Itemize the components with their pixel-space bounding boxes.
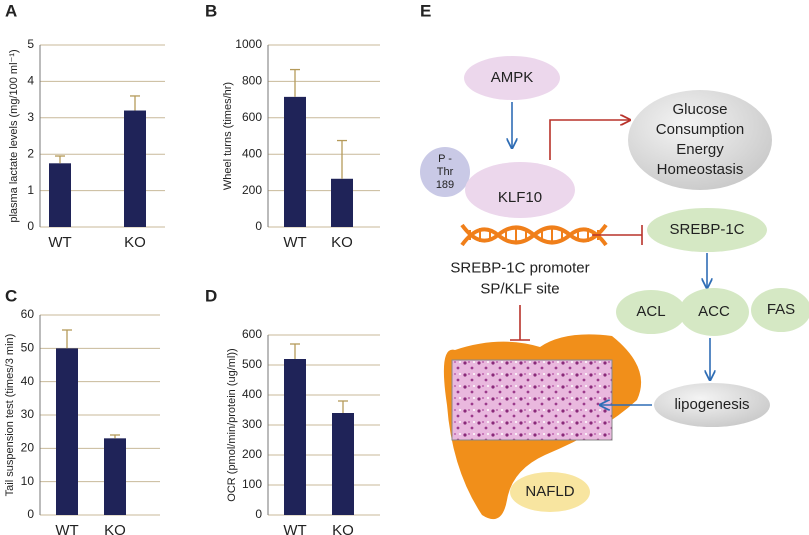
y-tick-label: 500	[242, 357, 262, 371]
node-shape	[510, 472, 590, 512]
y-axis-label: plasma lactate levels (mg/100 ml⁻¹)	[8, 49, 20, 222]
y-axis-label: OCR (pmol/min/protein (ug/ml))	[226, 348, 238, 501]
y-tick-label: 600	[242, 110, 262, 124]
dna-helix	[460, 223, 608, 247]
node-shape	[628, 90, 772, 190]
node-label: Thr	[437, 166, 454, 178]
node-label: SP/KLF site	[480, 280, 559, 297]
diagram: E AMPK Glucose Consumption Energy Homeostasi…	[420, 1, 809, 520]
node-label: NAFLD	[525, 483, 574, 500]
bar	[332, 413, 354, 515]
y-tick-label: 2	[27, 146, 34, 160]
node-label: Consumption	[656, 121, 744, 138]
y-tick-label: 10	[21, 474, 35, 488]
histology-image	[451, 359, 613, 441]
y-tick-label: 30	[21, 407, 35, 421]
node-label: lipogenesis	[674, 396, 749, 413]
node-label: SREBP-1C promoter	[450, 259, 589, 276]
y-tick-label: 3	[27, 110, 34, 124]
arrows	[510, 102, 710, 405]
node-shape	[751, 288, 809, 332]
y-tick-label: 0	[255, 507, 262, 521]
y-tick-label: 100	[242, 477, 262, 491]
y-tick-label: 600	[242, 327, 262, 341]
panel-letter: E	[420, 1, 431, 20]
bar	[124, 110, 146, 227]
y-tick-label: 200	[242, 183, 262, 197]
y-tick-label: 300	[242, 417, 262, 431]
node-label: FAS	[767, 301, 795, 318]
y-axis-label: Tail suspension test (times/3 min)	[4, 334, 16, 497]
y-tick-label: 1000	[235, 37, 262, 51]
x-tick-label: KO	[331, 234, 353, 251]
y-tick-label: 4	[27, 74, 34, 88]
node-label: Glucose	[672, 101, 727, 118]
y-tick-label: 200	[242, 447, 262, 461]
node-shape	[464, 56, 560, 100]
bar	[331, 178, 353, 227]
node-label: Energy	[676, 141, 724, 158]
node-shape	[616, 290, 686, 334]
bar	[56, 348, 78, 515]
y-tick-label: 0	[27, 507, 34, 521]
x-tick-label: KO	[332, 522, 354, 535]
node-label: Homeostasis	[657, 161, 744, 178]
bar	[284, 96, 306, 228]
y-axis-label: Wheel turns (times/hr)	[222, 82, 234, 190]
panel-letter: C	[5, 286, 17, 305]
node-shape	[465, 162, 575, 218]
panel-letter: D	[205, 286, 217, 305]
y-tick-label: 0	[27, 219, 34, 233]
node-label: KLF10	[498, 189, 542, 206]
y-tick-label: 60	[21, 307, 35, 321]
bar	[284, 359, 306, 515]
x-tick-label: KO	[124, 234, 146, 251]
node-shape	[647, 208, 767, 252]
node-label: ACL	[636, 303, 665, 320]
x-tick-label: WT	[283, 522, 306, 535]
y-tick-label: 800	[242, 74, 262, 88]
node-label: AMPK	[491, 69, 534, 86]
node-shape	[654, 383, 770, 427]
x-tick-label: KO	[104, 522, 126, 535]
panel-letter: A	[5, 1, 17, 20]
panel-letter: B	[205, 1, 217, 20]
node-shape	[420, 147, 470, 197]
bar	[104, 438, 126, 515]
node-shape	[679, 288, 749, 336]
x-tick-label: WT	[55, 522, 78, 535]
node-label: ACC	[698, 303, 730, 320]
y-tick-label: 50	[21, 341, 35, 355]
node-label: P -	[438, 153, 452, 165]
bar	[49, 163, 71, 227]
y-tick-label: 20	[21, 441, 35, 455]
x-tick-label: WT	[48, 234, 71, 251]
y-tick-label: 400	[242, 387, 262, 401]
y-tick-label: 5	[27, 37, 34, 51]
y-tick-label: 0	[255, 219, 262, 233]
y-tick-label: 1	[27, 183, 34, 197]
node-label: 189	[436, 179, 454, 191]
y-tick-label: 40	[21, 374, 35, 388]
x-tick-label: WT	[283, 234, 306, 251]
y-tick-label: 400	[242, 146, 262, 160]
node-label: SREBP-1C	[669, 221, 744, 238]
